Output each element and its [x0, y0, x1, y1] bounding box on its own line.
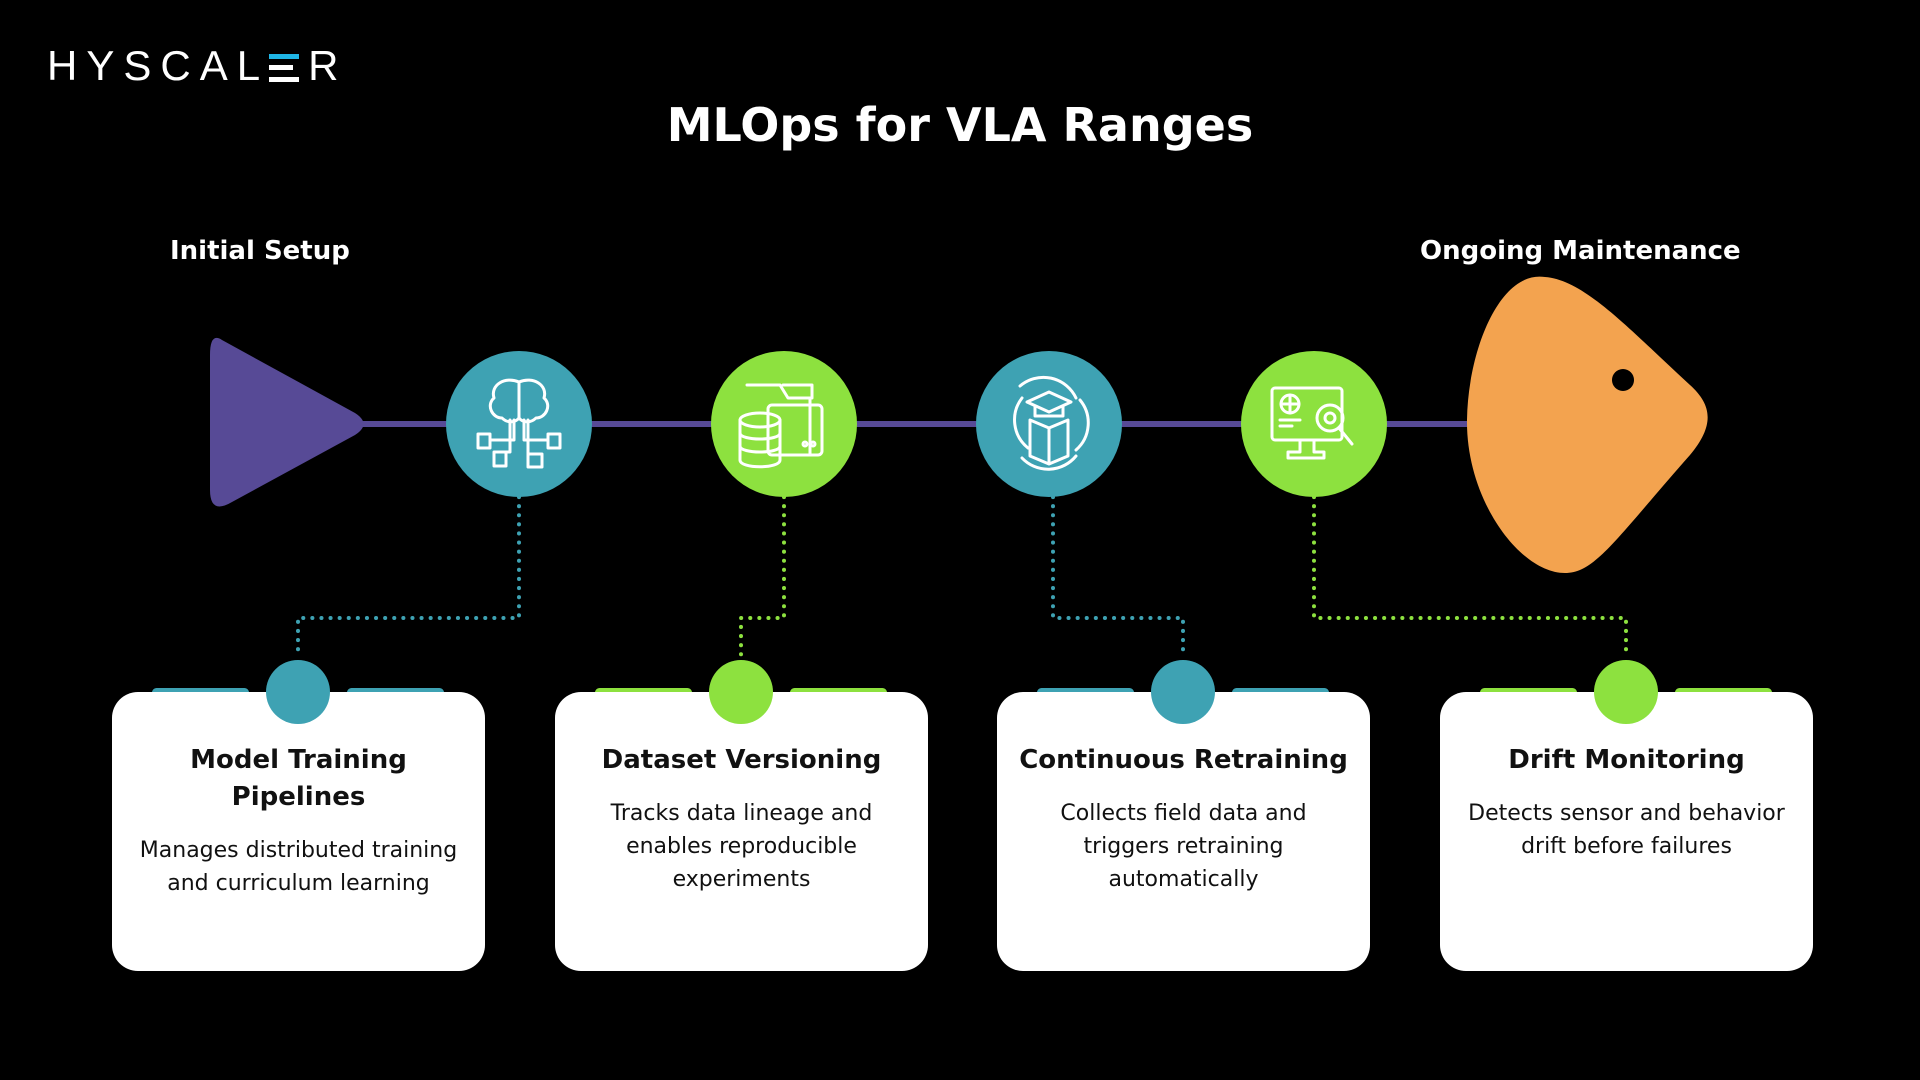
graduation-book-cycle-icon — [1013, 375, 1090, 471]
card-description: Detects sensor and behavior drift before… — [1468, 801, 1785, 859]
step-card-4: Drift Monitoring Detects sensor and behav… — [1440, 692, 1813, 971]
step-card-2: Dataset Versioning Tracks data lineage an… — [555, 692, 928, 971]
page-title: MLOps for VLA Ranges — [666, 98, 1254, 152]
step-circle-4 — [1241, 351, 1387, 497]
step-circle-2 — [711, 351, 857, 497]
end-blob-dot — [1612, 369, 1634, 391]
card-title: Model Training Pipelines — [190, 745, 407, 812]
step-card-3: Continuous Retraining Collects field data… — [997, 692, 1370, 971]
connector-4 — [1312, 495, 1628, 660]
card-description: Manages distributed training and curricu… — [139, 838, 458, 896]
phase-label-start: Initial Setup — [170, 236, 350, 266]
step-circle-1 — [446, 351, 592, 497]
card-title: Dataset Versioning — [601, 745, 882, 775]
connector-1 — [296, 495, 521, 660]
connector-2 — [739, 495, 786, 660]
card-description: Tracks data lineage and enables reproduc… — [610, 801, 873, 892]
monitor-search-gear-icon — [1270, 386, 1354, 460]
card-description: Collects field data and triggers retrain… — [1060, 801, 1307, 892]
step-circle-3 — [976, 351, 1122, 497]
step-card-1: Model Training Pipelines Manages distribu… — [112, 692, 485, 971]
connector-3 — [1051, 495, 1185, 660]
database-folder-icon — [738, 383, 824, 469]
card-title: Drift Monitoring — [1508, 745, 1745, 775]
start-triangle-shape — [210, 337, 364, 507]
phase-label-end: Ongoing Maintenance — [1420, 236, 1741, 266]
card-title: Continuous Retraining — [1019, 745, 1348, 775]
logo-e-mark — [269, 50, 300, 82]
hyscaler-logo: HYSCAL R — [47, 42, 348, 89]
brain-circuit-icon — [476, 378, 562, 469]
end-blob-shape — [1466, 276, 1708, 573]
